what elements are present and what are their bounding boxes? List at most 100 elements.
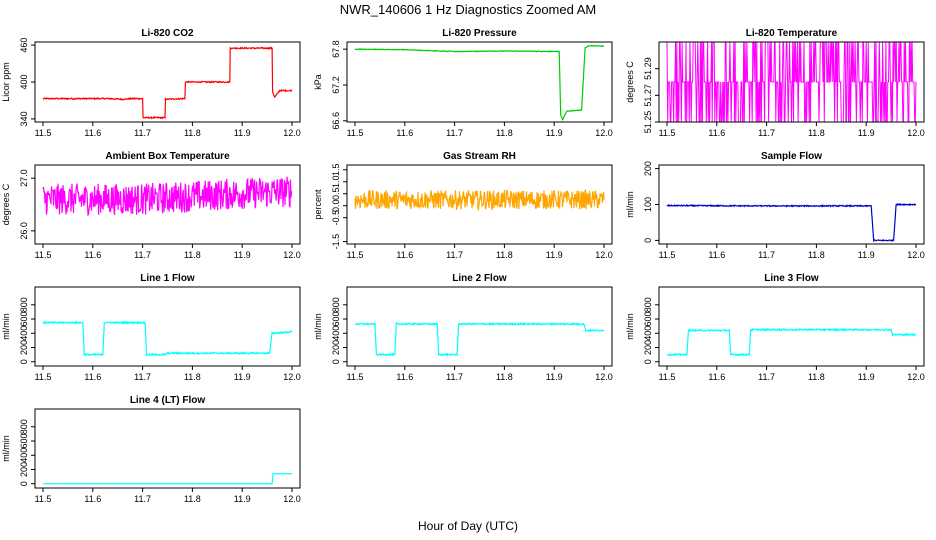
y-tick-label: 51.25 xyxy=(643,111,653,134)
x-tick-label: 11.9 xyxy=(234,128,251,138)
y-tick-label: 67.2 xyxy=(331,76,341,94)
x-tick-label: 11.7 xyxy=(134,128,151,138)
panel-title: Li-820 CO2 xyxy=(141,28,194,39)
panel-5: Gas Stream RH percent 11.5 11.6 11.7 11.8 11.9… xyxy=(313,151,613,260)
x-tick-label: 11.6 xyxy=(396,372,413,382)
y-tick-label: 0 xyxy=(643,238,653,243)
series-line xyxy=(666,42,917,122)
x-tick-label: 11.8 xyxy=(808,372,825,382)
y-tick-label: 400 xyxy=(19,326,29,341)
y-tick-label: 600 xyxy=(331,312,341,327)
y-tick-label: 100 xyxy=(643,197,653,212)
x-tick-label: 11.8 xyxy=(496,250,513,260)
y-tick-label: 51.29 xyxy=(643,57,653,80)
x-tick-label: 11.7 xyxy=(758,250,775,260)
x-tick-label: 11.5 xyxy=(35,494,52,504)
x-tick-label: 12.0 xyxy=(595,128,613,138)
plot-frame xyxy=(658,41,925,123)
y-tick-label: 67.8 xyxy=(331,40,341,58)
x-tick-label: 11.9 xyxy=(858,372,875,382)
series-line xyxy=(354,44,605,121)
x-tick-label: 11.5 xyxy=(659,250,676,260)
y-tick-label: 340 xyxy=(19,111,29,126)
y-tick-label: 0 xyxy=(331,359,341,364)
y-tick-label: 1.5 xyxy=(331,164,341,177)
panel-ylabel: ml/min xyxy=(1,313,11,340)
x-tick-label: 11.9 xyxy=(546,128,563,138)
y-tick-label: 51.27 xyxy=(643,84,653,107)
y-tick-label: 200 xyxy=(331,340,341,355)
y-tick-label: -1.5 xyxy=(331,234,341,250)
panel-7: Line 1 Flow ml/min 11.5 11.6 11.7 11.8 11.9 12.… xyxy=(1,273,301,382)
plot-frame xyxy=(34,41,301,123)
x-tick-label: 11.9 xyxy=(858,250,875,260)
y-tick-label: 0.0 xyxy=(331,199,341,212)
y-tick-label: 1.0 xyxy=(331,175,341,188)
y-tick-label: -0.5 xyxy=(331,210,341,226)
panel-4: Ambient Box Temperature degrees C 11.5 11.6… xyxy=(1,151,301,260)
plot-frame xyxy=(658,164,925,245)
x-tick-label: 11.8 xyxy=(184,250,201,260)
x-tick-label: 11.7 xyxy=(758,372,775,382)
panel-title: Line 1 Flow xyxy=(140,273,195,284)
chart-panels: Li-820 CO2 Licor ppm 11.5 11.6 11.7 11.8 11.9 1… xyxy=(1,28,925,504)
y-tick-label: 0.5 xyxy=(331,187,341,200)
panel-ylabel: ml/min xyxy=(625,313,635,340)
series-line xyxy=(42,472,293,485)
plot-frame xyxy=(34,286,301,367)
y-tick-label: 26.0 xyxy=(19,222,29,240)
x-tick-label: 11.6 xyxy=(708,128,725,138)
x-tick-label: 11.8 xyxy=(496,128,513,138)
x-tick-label: 11.6 xyxy=(396,128,413,138)
panel-3: Li-820 Temperature degrees C 11.5 11.6 11.7 1… xyxy=(625,28,925,138)
x-tick-label: 11.8 xyxy=(496,372,513,382)
x-tick-label: 11.6 xyxy=(84,250,101,260)
series-line xyxy=(354,188,605,212)
y-tick-label: 600 xyxy=(19,312,29,327)
panel-8: Line 2 Flow ml/min 11.5 11.6 11.7 11.8 11.9 12.… xyxy=(313,273,613,382)
panel-ylabel: percent xyxy=(313,189,323,220)
y-tick-label: 200 xyxy=(643,340,653,355)
x-tick-label: 11.7 xyxy=(446,128,463,138)
panel-1: Li-820 CO2 Licor ppm 11.5 11.6 11.7 11.8 11.9 1… xyxy=(1,28,301,138)
plot-frame xyxy=(346,164,613,245)
panel-title: Line 3 Flow xyxy=(764,273,819,284)
x-tick-label: 11.6 xyxy=(396,250,413,260)
x-tick-label: 11.5 xyxy=(659,128,676,138)
figure-xlabel: Hour of Day (UTC) xyxy=(418,519,518,533)
plot-frame xyxy=(658,286,925,367)
x-tick-label: 11.7 xyxy=(134,372,151,382)
panel-ylabel: ml/min xyxy=(625,191,635,218)
panel-title: Li-820 Temperature xyxy=(746,28,838,39)
series-line xyxy=(42,46,293,120)
x-tick-label: 11.6 xyxy=(84,128,101,138)
x-tick-label: 11.7 xyxy=(758,128,775,138)
panel-title: Sample Flow xyxy=(761,151,822,162)
y-tick-label: 0 xyxy=(19,481,29,486)
x-tick-label: 12.0 xyxy=(595,372,613,382)
panel-10: Line 4 (LT) Flow ml/min 11.5 11.6 11.7 11.8 11… xyxy=(1,395,301,504)
panel-ylabel: kPa xyxy=(313,74,323,90)
panel-9: Line 3 Flow ml/min 11.5 11.6 11.7 11.8 11.9 12.… xyxy=(625,273,925,382)
y-tick-label: 460 xyxy=(19,38,29,53)
y-tick-label: 400 xyxy=(331,326,341,341)
y-tick-label: 800 xyxy=(331,297,341,312)
x-tick-label: 12.0 xyxy=(907,372,925,382)
x-tick-label: 12.0 xyxy=(283,250,301,260)
panel-title: Line 4 (LT) Flow xyxy=(130,395,206,406)
x-tick-label: 11.9 xyxy=(234,494,251,504)
panel-title: Li-820 Pressure xyxy=(442,28,517,39)
x-tick-label: 11.8 xyxy=(184,128,201,138)
panel-ylabel: degrees C xyxy=(1,183,11,225)
y-tick-label: 66.6 xyxy=(331,112,341,130)
x-tick-label: 11.9 xyxy=(234,250,251,260)
series-line xyxy=(354,321,605,357)
y-tick-label: 800 xyxy=(643,297,653,312)
x-tick-label: 11.6 xyxy=(84,372,101,382)
series-line xyxy=(666,202,916,243)
y-tick-label: 600 xyxy=(19,434,29,449)
plot-frame xyxy=(34,408,301,489)
y-tick-label: 800 xyxy=(19,419,29,434)
y-tick-label: 27.0 xyxy=(19,169,29,187)
